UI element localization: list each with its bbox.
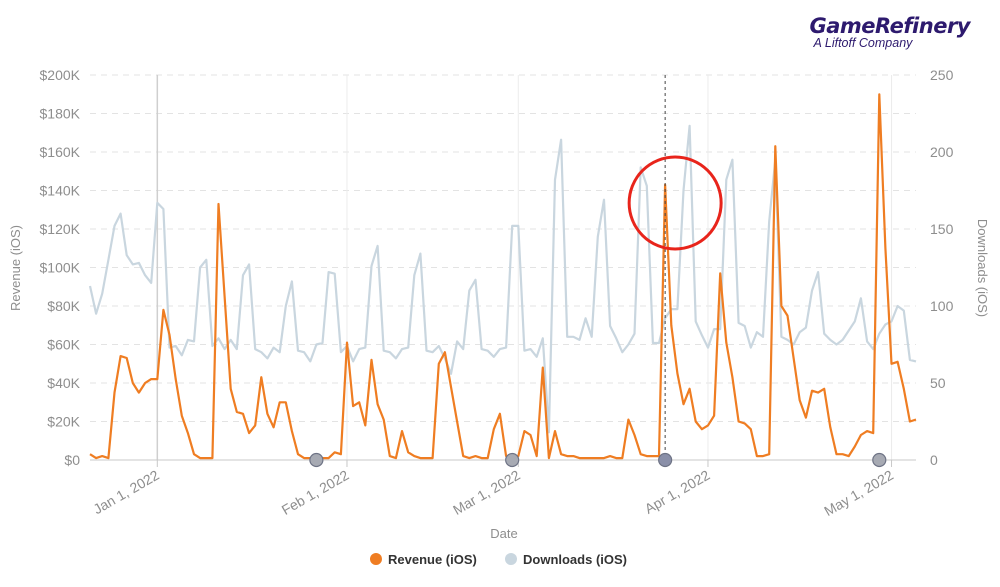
x-tick-label: May 1, 2022	[821, 467, 896, 519]
event-marker[interactable]	[872, 452, 887, 468]
y-left-tick-label: $0	[64, 452, 80, 468]
series-lines	[88, 93, 917, 460]
y-left-tick-label: $200K	[40, 67, 81, 83]
brand-logo: GameRefinery A Liftoff Company	[809, 14, 971, 50]
x-axis-ticks: Jan 1, 2022 Feb 1, 2022 Mar 1, 2022 Apr 1, …	[90, 460, 896, 519]
y-left-tick-label: $60K	[47, 337, 80, 353]
event-marker[interactable]	[309, 452, 324, 468]
y-right-tick-label: 100	[930, 298, 954, 314]
y-left-tick-label: $100K	[40, 260, 81, 276]
y-right-tick-label: 50	[930, 375, 946, 391]
legend-swatch-downloads	[505, 553, 517, 565]
y-left-tick-label: $20K	[47, 414, 80, 430]
y-left-tick-label: $180K	[40, 106, 81, 122]
y-right-tick-label: 250	[930, 67, 954, 83]
legend: Revenue (iOS) Downloads (iOS)	[370, 552, 627, 567]
y-axis-left-ticks: $0 $20K $40K $60K $80K $100K $120K $140K $160K $1…	[40, 67, 81, 468]
y-axis-right-label: Downloads (iOS)	[975, 219, 990, 317]
y-left-tick-label: $140K	[40, 183, 81, 199]
legend-label-downloads: Downloads (iOS)	[523, 552, 627, 567]
x-tick-label: Jan 1, 2022	[90, 467, 162, 518]
x-tick-label: Apr 1, 2022	[642, 467, 713, 517]
legend-item-revenue[interactable]: Revenue (iOS)	[370, 552, 477, 567]
revenue-series-line	[89, 93, 917, 460]
y-axis-left-label: Revenue (iOS)	[8, 225, 23, 311]
x-tick-label: Mar 1, 2022	[450, 467, 523, 518]
y-right-tick-label: 200	[930, 144, 954, 160]
brand-tagline: A Liftoff Company	[813, 36, 913, 50]
highlight-circle	[627, 155, 723, 251]
event-marker[interactable]	[505, 452, 520, 468]
x-tick-label: Feb 1, 2022	[279, 467, 352, 518]
y-left-tick-label: $40K	[47, 375, 80, 391]
y-left-tick-label: $80K	[47, 298, 80, 314]
y-axis-right-ticks: 0 50 100 150 200 250	[930, 67, 954, 468]
x-axis-label: Date	[490, 526, 517, 541]
event-markers	[309, 452, 887, 468]
grid-lines	[90, 74, 916, 422]
y-left-tick-label: $160K	[40, 144, 81, 160]
legend-swatch-revenue	[370, 553, 382, 565]
vertical-date-lines	[156, 75, 893, 460]
y-right-tick-label: 0	[930, 452, 938, 468]
legend-item-downloads[interactable]: Downloads (iOS)	[505, 552, 627, 567]
y-right-tick-label: 150	[930, 221, 954, 237]
brand-name: GameRefinery	[809, 14, 971, 38]
legend-label-revenue: Revenue (iOS)	[388, 552, 477, 567]
event-marker[interactable]	[658, 452, 673, 468]
y-left-tick-label: $120K	[40, 221, 81, 237]
